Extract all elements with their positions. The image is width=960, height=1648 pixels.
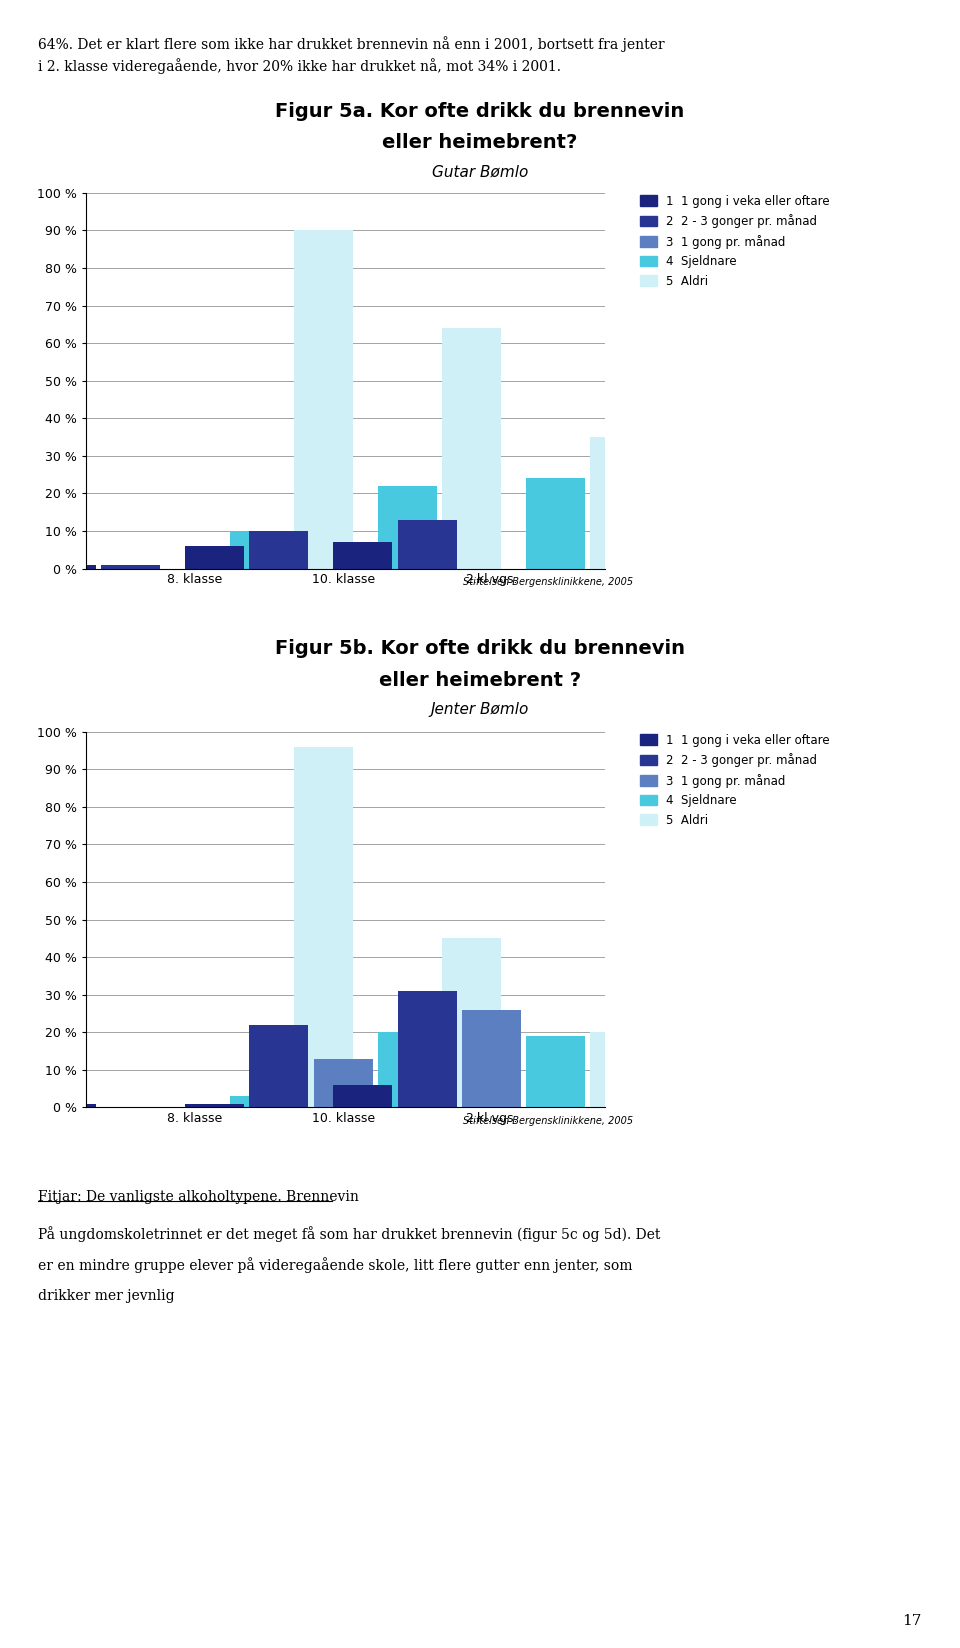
Text: 17: 17: [902, 1615, 922, 1628]
Bar: [462, 1010, 520, 1107]
Text: Jenter Bømlo: Jenter Bømlo: [431, 702, 529, 717]
Bar: [397, 990, 457, 1107]
Bar: [250, 531, 308, 569]
Bar: [378, 486, 437, 569]
Bar: [526, 478, 585, 569]
Text: Fitjar: De vanligste alkoholtypene. Brennevin: Fitjar: De vanligste alkoholtypene. Bren…: [38, 1190, 359, 1203]
Text: Stiftelsen Bergensklinikkene, 2005: Stiftelsen Bergensklinikkene, 2005: [464, 1116, 634, 1126]
Bar: [185, 545, 244, 569]
Bar: [590, 1032, 649, 1107]
Text: På ungdomskoletrinnet er det meget få som har drukket brennevin (figur 5c og 5d): På ungdomskoletrinnet er det meget få so…: [38, 1226, 660, 1243]
Text: Figur 5a. Kor ofte drikk du brennevin: Figur 5a. Kor ofte drikk du brennevin: [276, 102, 684, 122]
Text: 64%. Det er klart flere som ikke har drukket brennevin nå enn i 2001, bortsett f: 64%. Det er klart flere som ikke har dru…: [38, 36, 665, 53]
Bar: [250, 1025, 308, 1107]
Bar: [185, 1104, 244, 1107]
Bar: [333, 542, 393, 569]
Bar: [102, 565, 160, 569]
Bar: [442, 938, 501, 1107]
Bar: [442, 328, 501, 569]
Bar: [37, 1104, 96, 1107]
Text: Stiftelsen Bergensklinikkene, 2005: Stiftelsen Bergensklinikkene, 2005: [464, 577, 634, 587]
Bar: [37, 565, 96, 569]
Bar: [590, 437, 649, 569]
Legend: 1  1 gong i veka eller oftare, 2  2 - 3 gonger pr. månad, 3  1 gong pr. månad, 4: 1 1 gong i veka eller oftare, 2 2 - 3 go…: [636, 191, 833, 292]
Text: eller heimebrent ?: eller heimebrent ?: [379, 671, 581, 691]
Text: Figur 5b. Kor ofte drikk du brennevin: Figur 5b. Kor ofte drikk du brennevin: [275, 639, 685, 659]
Text: drikker mer jevnlig: drikker mer jevnlig: [38, 1289, 175, 1302]
Legend: 1  1 gong i veka eller oftare, 2  2 - 3 gonger pr. månad, 3  1 gong pr. månad, 4: 1 1 gong i veka eller oftare, 2 2 - 3 go…: [636, 730, 833, 831]
Bar: [333, 1084, 393, 1107]
Text: Gutar Bømlo: Gutar Bømlo: [432, 165, 528, 180]
Bar: [378, 1032, 437, 1107]
Text: eller heimebrent?: eller heimebrent?: [382, 133, 578, 153]
Bar: [314, 1058, 372, 1107]
Bar: [397, 519, 457, 569]
Text: i 2. klasse videregaående, hvor 20% ikke har drukket nå, mot 34% i 2001.: i 2. klasse videregaående, hvor 20% ikke…: [38, 58, 562, 74]
Bar: [294, 231, 353, 569]
Bar: [229, 531, 289, 569]
Bar: [229, 1096, 289, 1107]
Bar: [526, 1037, 585, 1107]
Bar: [294, 747, 353, 1107]
Text: er en mindre gruppe elever på videregaående skole, litt flere gutter enn jenter,: er en mindre gruppe elever på videregaåe…: [38, 1257, 633, 1274]
